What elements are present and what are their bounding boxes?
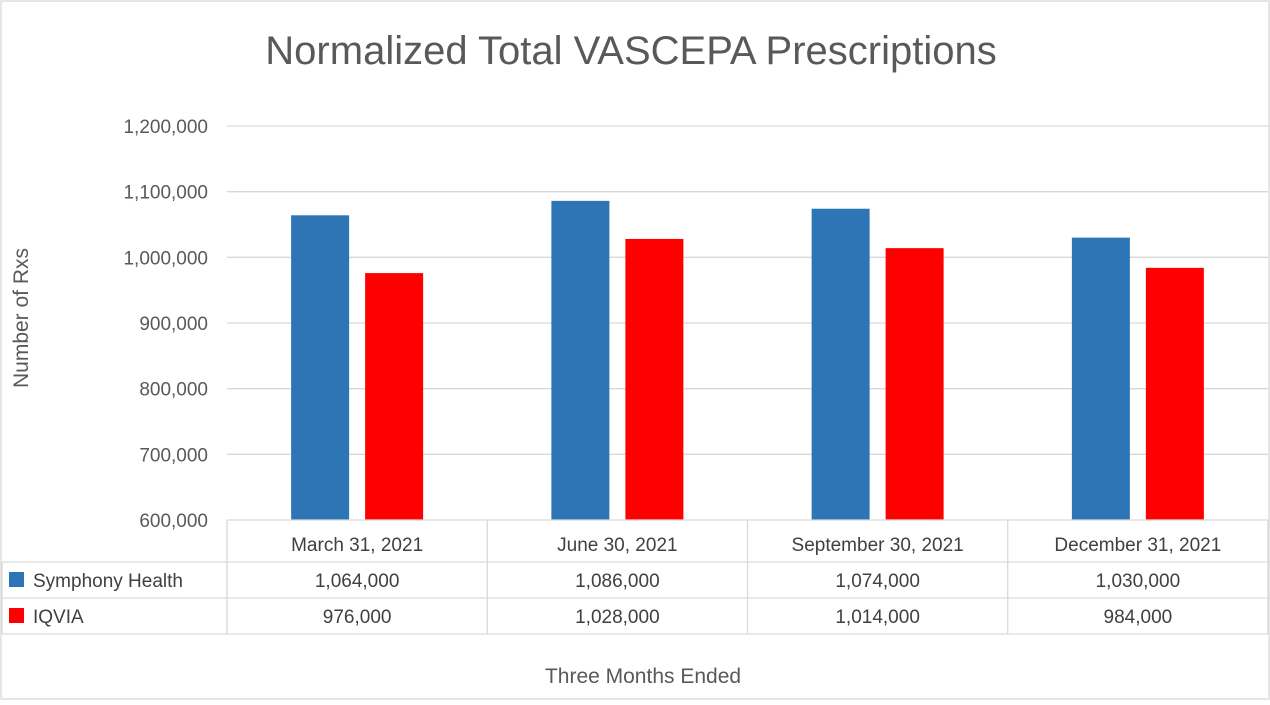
y-axis-title: Number of Rxs [10,248,33,388]
y-tick-label: 900,000 [139,314,208,335]
x-tick-label: June 30, 2021 [557,535,677,556]
bar [551,200,610,521]
legend-label: IQVIA [33,607,84,628]
bar [1071,237,1130,520]
data-label: 1,074,000 [835,571,920,592]
data-label: 984,000 [1104,607,1173,628]
chart-title: Normalized Total VASCEPA Prescriptions [265,29,996,73]
data-label: 1,030,000 [1096,571,1181,592]
y-tick-label: 1,000,000 [123,248,208,269]
y-tick-label: 700,000 [139,445,208,466]
bar [1145,267,1204,520]
y-tick-label: 1,100,000 [123,183,208,204]
bar [885,248,944,520]
data-label: 1,014,000 [835,607,920,628]
data-table: March 31, 2021 June 30, 2021 September 30,… [1,519,1269,635]
x-axis-title: Three Months Ended [545,665,741,688]
y-tick-label: 600,000 [139,511,208,532]
y-axis-ticks: 600,000 700,000 800,000 900,000 1,000,000 1,1… [123,117,208,532]
legend-label: Symphony Health [33,571,183,592]
data-label: 1,086,000 [575,571,660,592]
data-label: 976,000 [323,607,392,628]
bar [291,215,350,520]
legend-swatch [9,608,24,623]
y-tick-label: 1,200,000 [123,117,208,138]
x-tick-label: September 30, 2021 [792,535,964,556]
x-tick-label: December 31, 2021 [1054,535,1221,556]
legend-swatch [9,572,24,587]
bars [291,200,1204,521]
bar [811,208,870,521]
y-tick-label: 800,000 [139,380,208,401]
data-label: 1,028,000 [575,607,660,628]
bar [365,273,424,520]
x-tick-label: March 31, 2021 [291,535,423,556]
data-label: 1,064,000 [315,571,400,592]
bar [625,238,684,521]
